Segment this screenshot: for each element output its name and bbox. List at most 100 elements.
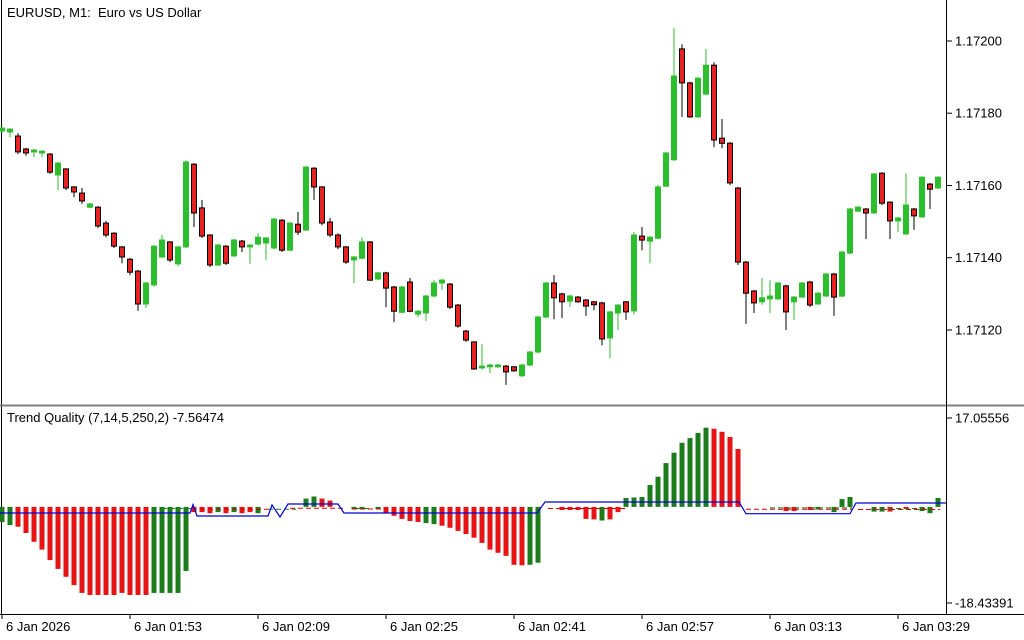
histogram-bar <box>527 506 533 565</box>
candle-body <box>575 296 581 303</box>
histogram-bar <box>439 506 445 526</box>
time-tick-label: 6 Jan 02:09 <box>262 619 330 634</box>
histogram-bar <box>383 506 389 514</box>
candle-body <box>215 244 221 266</box>
histogram-bar <box>503 506 509 556</box>
candle-body <box>415 310 421 315</box>
candle-body <box>327 221 333 236</box>
histogram-bar <box>71 506 77 586</box>
candle-body <box>783 285 789 313</box>
histogram-bar <box>423 506 429 524</box>
histogram-bar <box>7 506 13 526</box>
histogram-bar <box>903 506 909 509</box>
candle-body <box>407 281 413 312</box>
candle-body <box>703 64 709 95</box>
candle-body <box>335 234 341 248</box>
histogram-bar <box>679 442 685 507</box>
candle-body <box>391 286 397 312</box>
candle-body <box>279 219 285 251</box>
histogram-bar <box>839 499 845 507</box>
histogram-bar <box>455 506 461 531</box>
candle-body <box>319 186 325 224</box>
candle-body <box>471 341 477 370</box>
candle-body <box>871 173 877 214</box>
candle-body <box>423 295 429 314</box>
candle-body <box>247 244 253 248</box>
candle-body <box>119 246 125 258</box>
candle-body <box>519 364 525 377</box>
histogram-bar <box>151 506 157 593</box>
candle-body <box>383 272 389 289</box>
candle-body <box>399 286 405 313</box>
price-tick-label: 1.17180 <box>955 106 1002 121</box>
candle-body <box>239 240 245 248</box>
candle-body <box>887 201 893 222</box>
candle-body <box>687 82 693 118</box>
candle-body <box>815 292 821 305</box>
candle-body <box>151 245 157 286</box>
histogram-bar <box>255 506 261 514</box>
histogram-bar <box>727 437 733 507</box>
histogram-bar <box>415 506 421 522</box>
histogram-bar <box>87 506 93 595</box>
histogram-bar <box>351 506 357 510</box>
histogram-bar <box>655 476 661 507</box>
histogram-bar <box>143 506 149 595</box>
histogram-bar <box>95 506 101 595</box>
candle-body <box>55 162 61 176</box>
histogram-bar <box>23 506 29 533</box>
candle-body <box>231 239 237 257</box>
histogram-bar <box>711 428 717 507</box>
candle-body <box>831 273 837 298</box>
histogram-bar <box>431 506 437 525</box>
histogram-bar <box>847 497 853 507</box>
histogram-bar <box>79 506 85 593</box>
candle-body <box>607 311 613 339</box>
histogram-bar <box>119 506 125 593</box>
candle-body <box>639 235 645 241</box>
time-tick-label: 6 Jan 03:13 <box>774 619 842 634</box>
candle-body <box>23 148 29 154</box>
histogram-bar <box>191 506 197 513</box>
candle-body <box>671 75 677 161</box>
histogram-bar <box>111 506 117 595</box>
candle-body <box>311 167 317 188</box>
candle-body <box>847 208 853 254</box>
candle-body <box>615 304 621 314</box>
histogram-bar <box>647 485 653 507</box>
candle-body <box>631 234 637 312</box>
histogram-bar <box>303 498 309 507</box>
candle-body <box>71 186 77 193</box>
histogram-bar <box>695 432 701 507</box>
candle-body <box>719 137 725 144</box>
histogram-bar <box>615 506 621 513</box>
candle-body <box>735 187 741 263</box>
time-tick-label: 6 Jan 02:57 <box>646 619 714 634</box>
histogram-bar <box>55 506 61 569</box>
candle-body <box>95 206 101 227</box>
candle-body <box>375 272 381 280</box>
candle-body <box>287 222 293 251</box>
candle-body <box>855 206 861 212</box>
histogram-bar <box>127 506 133 595</box>
candle-body <box>103 222 109 236</box>
histogram-bar <box>487 506 493 550</box>
candle-body <box>679 48 685 84</box>
candle-body <box>271 218 277 249</box>
price-tick-label: 1.17140 <box>955 250 1002 265</box>
histogram-bar <box>663 463 669 507</box>
candle-body <box>743 261 749 294</box>
histogram-bar <box>391 506 397 516</box>
time-tick-label: 6 Jan 02:25 <box>390 619 458 634</box>
candle-body <box>927 183 933 190</box>
histogram-bar <box>519 506 525 566</box>
candle-body <box>207 234 213 266</box>
histogram-bar <box>703 427 709 507</box>
candle-body <box>183 161 189 248</box>
candle-body <box>479 365 485 369</box>
candle-body <box>167 241 173 261</box>
histogram-bar <box>407 506 413 521</box>
histogram-bar <box>135 506 141 595</box>
